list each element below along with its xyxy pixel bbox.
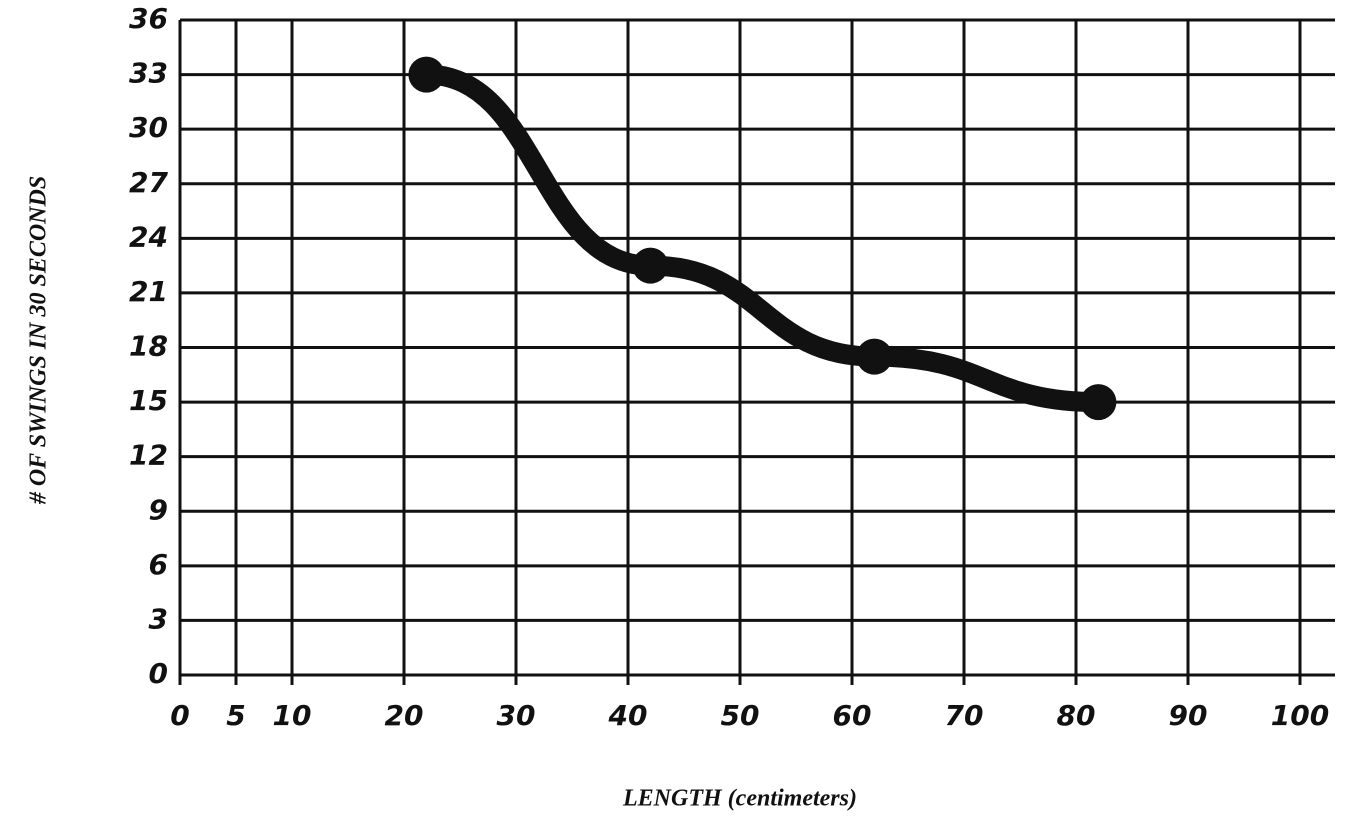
data-point [408,56,445,93]
y-tick-label: 9 [149,493,168,526]
y-tick-label: 3 [149,602,168,635]
x-tick-label: 20 [385,699,424,732]
y-tick-label: 18 [129,330,168,363]
x-tick-label: 60 [833,699,872,732]
y-tick-label: 0 [149,657,168,690]
x-tick-label: 0 [170,699,189,732]
x-tick-label: 10 [273,699,312,732]
y-tick-label: 36 [129,2,168,35]
y-tick-label: 21 [129,275,168,308]
x-tick-label: 30 [497,699,536,732]
x-axis-title: LENGTH (centimeters) [622,786,857,812]
data-point [632,247,669,284]
x-tick-label: 100 [1271,699,1329,732]
data-line [416,64,1109,413]
x-tick-label: 70 [945,699,984,732]
y-tick-label: 33 [129,57,168,90]
x-tick-label: 40 [608,699,648,732]
y-tick-label: 6 [149,548,168,581]
y-tick-label: 30 [129,111,168,144]
data-point [856,338,893,375]
y-tick-label: 12 [129,439,168,472]
x-tick-label: 80 [1057,699,1096,732]
x-tick-label: 90 [1169,699,1208,732]
y-tick-label: 15 [129,384,168,417]
y-tick-label: 27 [129,166,168,199]
x-tick-label: 5 [226,699,245,732]
y-tick-label: 24 [129,220,168,253]
y-axis-title: # OF SWINGS IN 30 SECONDS [26,176,52,505]
data-point [1080,384,1117,421]
x-tick-label: 50 [721,699,760,732]
